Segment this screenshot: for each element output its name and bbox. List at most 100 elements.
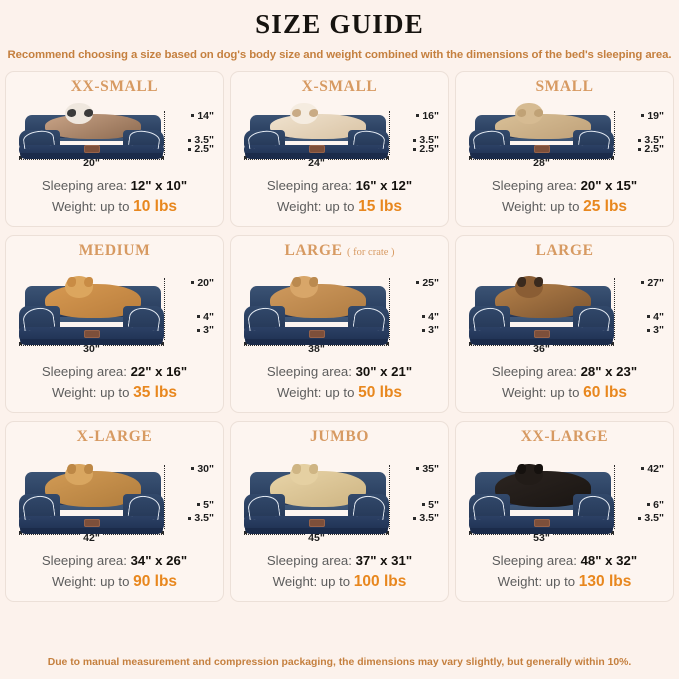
- weight-label: Weight: up to: [272, 573, 354, 589]
- bed-illustration: 14" 3.5" 2.5" 20": [13, 98, 216, 176]
- dog-head: [65, 102, 93, 125]
- size-card-large[interactable]: LARGE 27" 4" 3" 36" Sleeping area: 28" x 23" W…: [455, 234, 674, 413]
- sleeping-area-row: Sleeping area: 37" x 31": [238, 552, 441, 571]
- weight-row: Weight: up to 130 lbs: [463, 571, 666, 593]
- dimension-endpoint: [647, 315, 651, 319]
- card-title-text: MEDIUM: [78, 241, 151, 259]
- dimension-label: 2.5": [419, 143, 439, 156]
- sleeping-area-label: Sleeping area:: [41, 177, 131, 193]
- width-dimension: 45": [244, 530, 389, 544]
- dimension-endpoint: [638, 147, 642, 151]
- weight-value: 100 lbs: [353, 572, 407, 590]
- size-card-large-crate[interactable]: LARGE ( for crate ) 25" 4" 3" 38" Sleeping ar…: [230, 234, 449, 413]
- dimension-callout-2: 2.5": [413, 143, 439, 155]
- dog-ear-left: [66, 463, 76, 475]
- dimension-label: 3.5": [419, 134, 439, 146]
- dimension-endpoint: [413, 138, 417, 142]
- dimension-callout-0: 35": [416, 463, 439, 475]
- brand-logo-tag: [83, 518, 100, 527]
- bolster-right: [123, 130, 164, 151]
- footer-note: Due to manual measurement and compressio…: [47, 657, 632, 668]
- dimension-label: 3.5": [419, 512, 439, 525]
- width-label: 24": [305, 156, 328, 169]
- width-endpoint-right: [161, 155, 164, 159]
- dimension-label: 6": [653, 498, 664, 511]
- card-title-text: JUMBO: [310, 427, 369, 445]
- dimension-callout-2: 3.5": [188, 512, 214, 524]
- dimension-callout-2: 3": [422, 324, 439, 336]
- size-card-x-large[interactable]: X-LARGE 30" 5" 3.5" 42" Sleeping area: 34" x …: [5, 420, 224, 602]
- card-title: MEDIUM: [13, 242, 216, 261]
- card-title-note: ( for crate ): [347, 246, 395, 258]
- card-specs: Sleeping area: 16" x 12" Weight: up to 15…: [238, 177, 441, 218]
- bed-base: [470, 152, 613, 159]
- dog-ear-left: [516, 109, 526, 117]
- height-dimensions: 35" 5" 3.5": [387, 454, 439, 531]
- card-title: X-LARGE: [13, 428, 216, 447]
- width-endpoint-right: [611, 155, 614, 159]
- dimension-label: 5": [203, 498, 214, 511]
- dimension-label: 3": [203, 324, 214, 337]
- dimension-callout-2: 3": [197, 324, 214, 336]
- card-specs: Sleeping area: 37" x 31" Weight: up to 10…: [238, 552, 441, 593]
- size-card-medium[interactable]: MEDIUM 20" 4" 3" 30" Sleeping area: 22" x 16"…: [5, 234, 224, 413]
- dimension-label: 20": [197, 276, 214, 289]
- brand-logo-tag: [308, 145, 325, 154]
- bed-base: [20, 152, 163, 159]
- height-dimensions: 42" 6" 3.5": [612, 454, 664, 531]
- sleeping-area-value: 28" x 23": [580, 363, 638, 379]
- card-title: XX-LARGE: [463, 428, 666, 447]
- height-dimensions: 25" 4" 3": [387, 268, 439, 342]
- dog-ear-right: [84, 109, 93, 117]
- card-title-text: LARGE: [535, 241, 594, 259]
- weight-value: 15 lbs: [358, 197, 403, 215]
- dimension-guide-line: [614, 464, 615, 530]
- dimension-callout-2: 3": [647, 324, 664, 336]
- card-title: JUMBO: [238, 428, 441, 447]
- weight-value: 25 lbs: [583, 197, 628, 215]
- size-card-small[interactable]: SMALL 19" 3.5" 2.5" 28" Sleeping area: 20" x …: [455, 70, 674, 227]
- bed-illustration: 16" 3.5" 2.5" 24": [238, 98, 441, 176]
- dog-ear-left: [516, 463, 526, 475]
- height-dimensions: 20" 4" 3": [162, 268, 214, 342]
- width-dimension: 42": [19, 530, 164, 544]
- width-endpoint-right: [386, 341, 389, 345]
- height-dimensions: 16" 3.5" 2.5": [387, 104, 439, 156]
- dimension-callout-1: 5": [197, 499, 214, 511]
- dog-ear-left: [66, 109, 76, 117]
- card-title-text: XX-LARGE: [520, 427, 609, 445]
- dimension-callout-1: 6": [647, 499, 664, 511]
- dimension-callout-1: 5": [422, 499, 439, 511]
- dog-ear-right: [534, 277, 543, 288]
- dimension-endpoint: [191, 281, 195, 285]
- weight-label: Weight: up to: [497, 573, 579, 589]
- dimension-guide-line: [164, 111, 165, 155]
- size-card-x-small[interactable]: X-SMALL 16" 3.5" 2.5" 24" Sleeping area: 16" …: [230, 70, 449, 227]
- brand-logo-tag: [308, 518, 325, 527]
- dimension-guide-line: [389, 111, 390, 155]
- width-label: 30": [80, 342, 103, 355]
- bolster-right: [348, 130, 389, 151]
- sleeping-area-row: Sleeping area: 20" x 15": [463, 177, 666, 196]
- weight-row: Weight: up to 90 lbs: [13, 571, 216, 593]
- dimension-callout-0: 27": [641, 277, 664, 289]
- size-card-xx-small[interactable]: XX-SMALL 14" 3.5" 2.5" 20" Sleeping area: 12"…: [5, 70, 224, 227]
- dimension-endpoint: [422, 328, 426, 332]
- size-card-xx-large[interactable]: XX-LARGE 42" 6" 3.5" 53" Sleeping area: 48" x…: [455, 420, 674, 602]
- card-specs: Sleeping area: 28" x 23" Weight: up to 60…: [463, 363, 666, 404]
- card-specs: Sleeping area: 20" x 15" Weight: up to 25…: [463, 177, 666, 218]
- weight-label: Weight: up to: [501, 384, 584, 400]
- dimension-callout-2: 3.5": [413, 512, 439, 524]
- dog-ear-left: [66, 277, 76, 288]
- weight-value: 60 lbs: [583, 383, 628, 401]
- dimension-endpoint: [413, 147, 417, 151]
- dimension-label: 42": [647, 462, 664, 475]
- width-endpoint-right: [386, 155, 389, 159]
- bed-illustration: 27" 4" 3" 36": [463, 262, 666, 362]
- width-dimension: 38": [244, 341, 389, 355]
- weight-label: Weight: up to: [276, 384, 359, 400]
- dimension-endpoint: [641, 281, 645, 285]
- size-card-jumbo[interactable]: JUMBO 35" 5" 3.5" 45" Sleeping area: 37" x 31…: [230, 420, 449, 602]
- dimension-guide-line: [164, 278, 165, 341]
- dimension-label: 3": [428, 324, 439, 337]
